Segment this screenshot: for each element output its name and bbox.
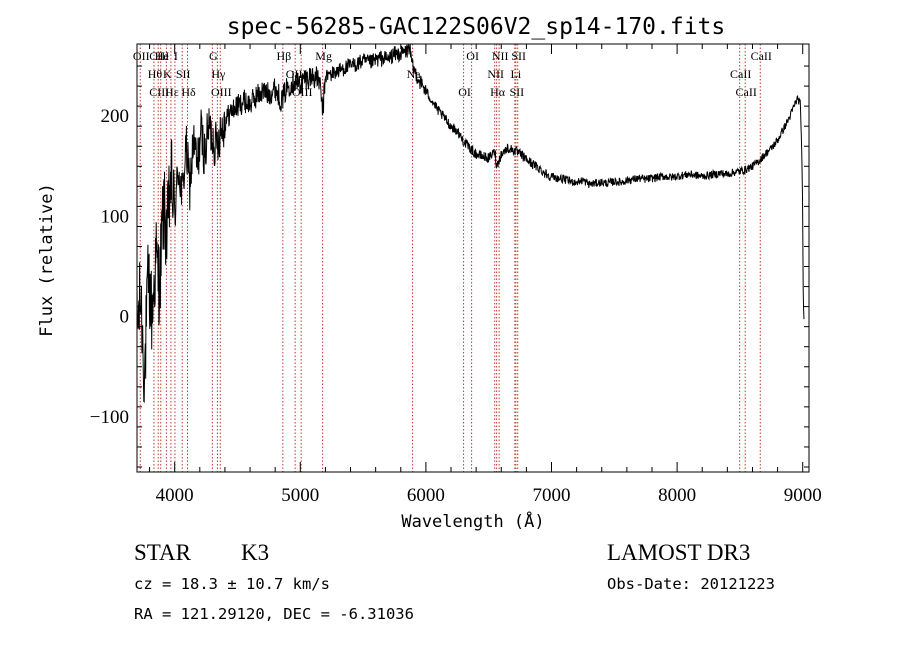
- x-tick-label: 4000: [156, 485, 194, 506]
- chart-title: spec-56285-GAC122S06V2_sp14-170.fits: [227, 14, 726, 40]
- line-label: NII: [487, 67, 504, 81]
- line-label: He: [155, 49, 169, 63]
- line-label: Hβ: [276, 49, 291, 63]
- line-label: OI: [466, 49, 479, 63]
- y-tick-labels: −100 0 100 200: [90, 106, 129, 428]
- y-tick-label: 200: [101, 106, 130, 127]
- line-label: CIII: [149, 85, 169, 99]
- line-label: CIII: [149, 49, 169, 63]
- x-tick-label: 9000: [784, 485, 822, 506]
- axis-ticks: [137, 44, 809, 472]
- y-tick-label: 0: [120, 307, 130, 328]
- line-label: OIII: [211, 85, 232, 99]
- line-label: OI: [458, 85, 471, 99]
- line-label: SII: [511, 49, 526, 63]
- line-label: Mg: [315, 49, 332, 63]
- y-axis-label: Flux (relative): [37, 183, 57, 337]
- line-label: I: [174, 49, 178, 63]
- object-subclass: K3: [241, 540, 269, 565]
- line-label: CaII: [736, 85, 757, 99]
- x-tick-label: 5000: [281, 485, 319, 506]
- line-label: K: [163, 67, 172, 81]
- line-label: Hα: [490, 85, 506, 99]
- y-tick-label: −100: [90, 407, 129, 428]
- line-label: Na: [407, 67, 422, 81]
- radec-text: RA = 121.29120, DEC = -6.31036: [134, 605, 414, 623]
- spectrum-line: [136, 43, 805, 404]
- line-label: SII: [176, 67, 191, 81]
- line-label: Hδ: [181, 85, 196, 99]
- x-tick-labels: 4000 5000 6000 7000 8000 9000: [156, 485, 822, 506]
- x-tick-label: 8000: [658, 485, 696, 506]
- line-label: SII: [509, 85, 524, 99]
- line-label: Hε: [165, 85, 179, 99]
- line-label: CaII: [751, 49, 772, 63]
- x-tick-label: 6000: [407, 485, 445, 506]
- object-class: STAR: [134, 540, 192, 565]
- line-label: Li: [510, 67, 521, 81]
- x-tick-label: 7000: [533, 485, 571, 506]
- line-label: Hθ: [148, 67, 163, 81]
- line-label: CaII: [730, 67, 751, 81]
- spectral-line-markers: [139, 44, 761, 472]
- line-label: G: [209, 49, 218, 63]
- y-tick-label: 100: [101, 206, 130, 227]
- spectral-line-labels: OIIHθCIIICIIIHeKHεISIIHδGHγOIIIHβOIIIOII…: [133, 49, 772, 99]
- plot-frame: [136, 43, 810, 473]
- survey-name: LAMOST DR3: [607, 540, 750, 565]
- redshift-text: cz = 18.3 ± 10.7 km/s: [134, 575, 330, 593]
- line-label: OII: [133, 49, 150, 63]
- line-label: NII: [492, 49, 509, 63]
- line-label: Hγ: [211, 67, 226, 81]
- x-axis-label: Wavelength (Å): [401, 510, 544, 532]
- obs-date-text: Obs-Date: 20121223: [607, 575, 775, 593]
